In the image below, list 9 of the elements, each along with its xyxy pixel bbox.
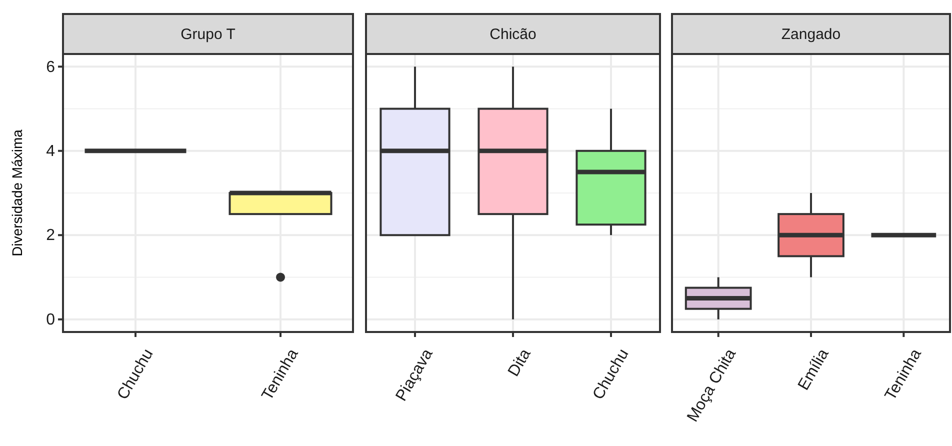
y-tick-label: 6 bbox=[46, 58, 56, 76]
y-tick-label: 4 bbox=[46, 143, 56, 160]
y-tick-label: 2 bbox=[46, 227, 56, 244]
y-tick-label: 0 bbox=[46, 311, 56, 328]
chart-title: Chicão bbox=[490, 26, 536, 43]
x-tick-label: Dita bbox=[505, 346, 534, 380]
y-axis-title: Diversidade Máxima bbox=[9, 129, 25, 256]
chart-title: Grupo T bbox=[180, 26, 236, 43]
chart-title: Zangado bbox=[781, 26, 841, 43]
